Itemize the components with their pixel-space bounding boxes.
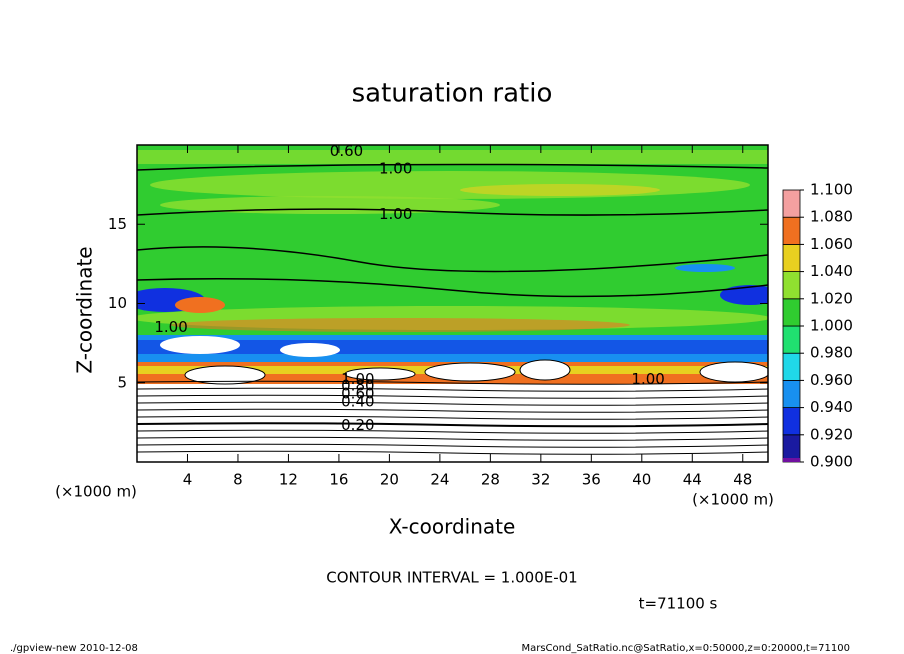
field-blob: [175, 297, 225, 313]
contour-line: [137, 450, 768, 455]
contour-label: 0.40: [341, 392, 374, 410]
field-blob: [720, 285, 768, 305]
colorbar-label: 1.060: [810, 235, 853, 253]
field-blob: [344, 367, 416, 381]
field-band: [170, 318, 630, 332]
x-tick-label: 36: [582, 471, 601, 489]
contour-label: 1.00: [379, 159, 412, 177]
contour-interval: CONTOUR INTERVAL = 1.000E-01: [326, 569, 577, 587]
x-tick-label: 48: [733, 471, 752, 489]
x-unit: (×1000 m): [55, 483, 137, 501]
field-blob: [424, 362, 516, 382]
time-label: t=71100 s: [639, 595, 718, 613]
contour-line: [137, 163, 768, 298]
x-tick-label: 4: [183, 471, 193, 489]
field-band: [460, 184, 660, 196]
colorbar-label: 0.920: [810, 425, 853, 443]
x-axis-label: X-coordinate: [389, 515, 516, 539]
footer-right: MarsCond_SatRatio.nc@SatRatio,x=0:50000,…: [521, 643, 850, 654]
field-blob: [675, 264, 735, 272]
contour-line: [137, 429, 768, 434]
contour-label: 1.00: [631, 370, 664, 388]
colorbar-swatch: [782, 216, 801, 245]
contour-line: [137, 443, 768, 448]
x-tick-label: 20: [380, 471, 399, 489]
contour-line: [137, 394, 768, 399]
y-axis-label: Z-coordinate: [73, 246, 97, 373]
colorbar-label: 1.080: [810, 208, 853, 226]
colorbar-swatch: [782, 189, 801, 218]
y-tick-label: 15: [108, 215, 127, 233]
contour-label: 0.60: [330, 142, 363, 160]
colorbar-swatch: [782, 352, 801, 381]
contour-line: [137, 380, 768, 385]
footer-left: ./gpview-new 2010-12-08: [10, 643, 138, 654]
field-band: [137, 150, 768, 164]
colorbar-label: 1.000: [810, 317, 853, 335]
colorbar-under: [783, 458, 800, 462]
chart-title: saturation ratio: [352, 79, 553, 109]
field-blob: [519, 359, 571, 381]
colorbar-swatch: [782, 407, 801, 436]
x-tick-label: 40: [632, 471, 651, 489]
x-tick-label: 16: [329, 471, 348, 489]
colorbar-swatch: [782, 325, 801, 354]
contour-line: [137, 387, 768, 392]
contour-label: 1.00: [154, 318, 187, 336]
x-tick-label: 32: [531, 471, 550, 489]
colorbar-label: 0.940: [810, 398, 853, 416]
field: [137, 145, 768, 462]
y-tick-label: 5: [117, 373, 127, 391]
field-blob: [699, 361, 768, 383]
colorbar-label: 0.900: [810, 453, 853, 471]
colorbar-label: 0.960: [810, 371, 853, 389]
x-tick-label: 8: [233, 471, 243, 489]
colorbar-label: 1.020: [810, 289, 853, 307]
field-dry: [137, 382, 768, 462]
contour-line: [137, 436, 768, 441]
field-band: [150, 171, 750, 199]
field-blob: [280, 343, 340, 357]
colorbar-swatch: [782, 298, 801, 327]
colorbar-label: 1.100: [810, 181, 853, 199]
x-tick-label: 28: [481, 471, 500, 489]
contour-label: 0.20: [341, 416, 374, 434]
colorbar-swatch: [782, 434, 801, 463]
colorbar-swatch: [782, 379, 801, 408]
colorbar-swatch: [782, 271, 801, 300]
contour-lines: [137, 380, 768, 455]
field-blob: [184, 365, 266, 385]
contour-line: [137, 401, 768, 406]
colorbar-label: 0.980: [810, 344, 853, 362]
y-tick-label: 10: [108, 294, 127, 312]
contour-line: [137, 415, 768, 420]
contour-label: 0.60: [341, 384, 374, 402]
contour-label: 1.00: [379, 205, 412, 223]
contour-line: [137, 408, 768, 413]
colorbar-label: 1.040: [810, 262, 853, 280]
contour-label: 1.00: [341, 370, 374, 388]
x-unit: (×1000 m): [692, 491, 774, 509]
colorbar-swatch: [782, 243, 801, 272]
x-tick-label: 44: [683, 471, 702, 489]
contour-label: 0.80: [341, 376, 374, 394]
field-blob: [160, 336, 240, 354]
contour-line: [137, 422, 768, 428]
x-tick-label: 12: [279, 471, 298, 489]
x-tick-label: 24: [430, 471, 449, 489]
